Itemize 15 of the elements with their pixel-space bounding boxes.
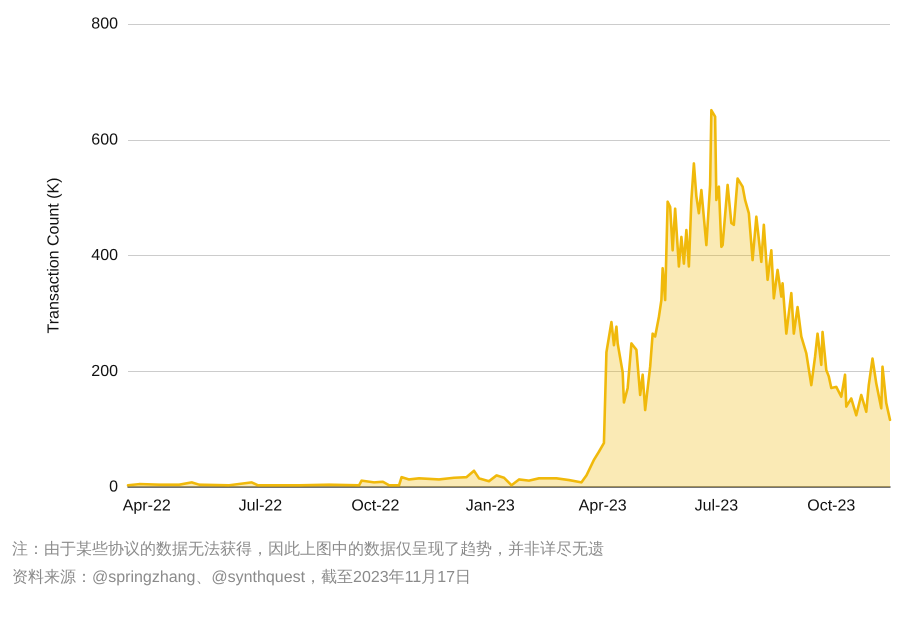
y-tick-label: 400 <box>91 247 118 264</box>
y-tick-label: 800 <box>91 16 118 32</box>
y-axis-title: Transaction Count (K) <box>46 178 62 334</box>
x-tick-label: Apr-22 <box>122 498 171 514</box>
y-tick-label: 200 <box>91 362 118 380</box>
x-tick-label: Jan-23 <box>466 498 515 514</box>
y-tick-label: 0 <box>109 478 118 496</box>
y-tick-label: 600 <box>91 131 118 148</box>
text: 注：由于某些协议的数据无法获得，因此上图中的数据仅呈现了趋势，并非详尽无遗 <box>12 540 605 560</box>
x-tick-label: Oct-23 <box>807 498 856 514</box>
x-tick-label: Apr-23 <box>578 498 627 514</box>
x-tick-label: Jul-22 <box>238 498 282 514</box>
text: 资料来源：@springzhang、@synthquest，截至2023年11月17日 <box>12 568 472 588</box>
x-tick-label: Oct-22 <box>351 498 400 514</box>
x-tick-label: Jul-23 <box>694 498 738 514</box>
